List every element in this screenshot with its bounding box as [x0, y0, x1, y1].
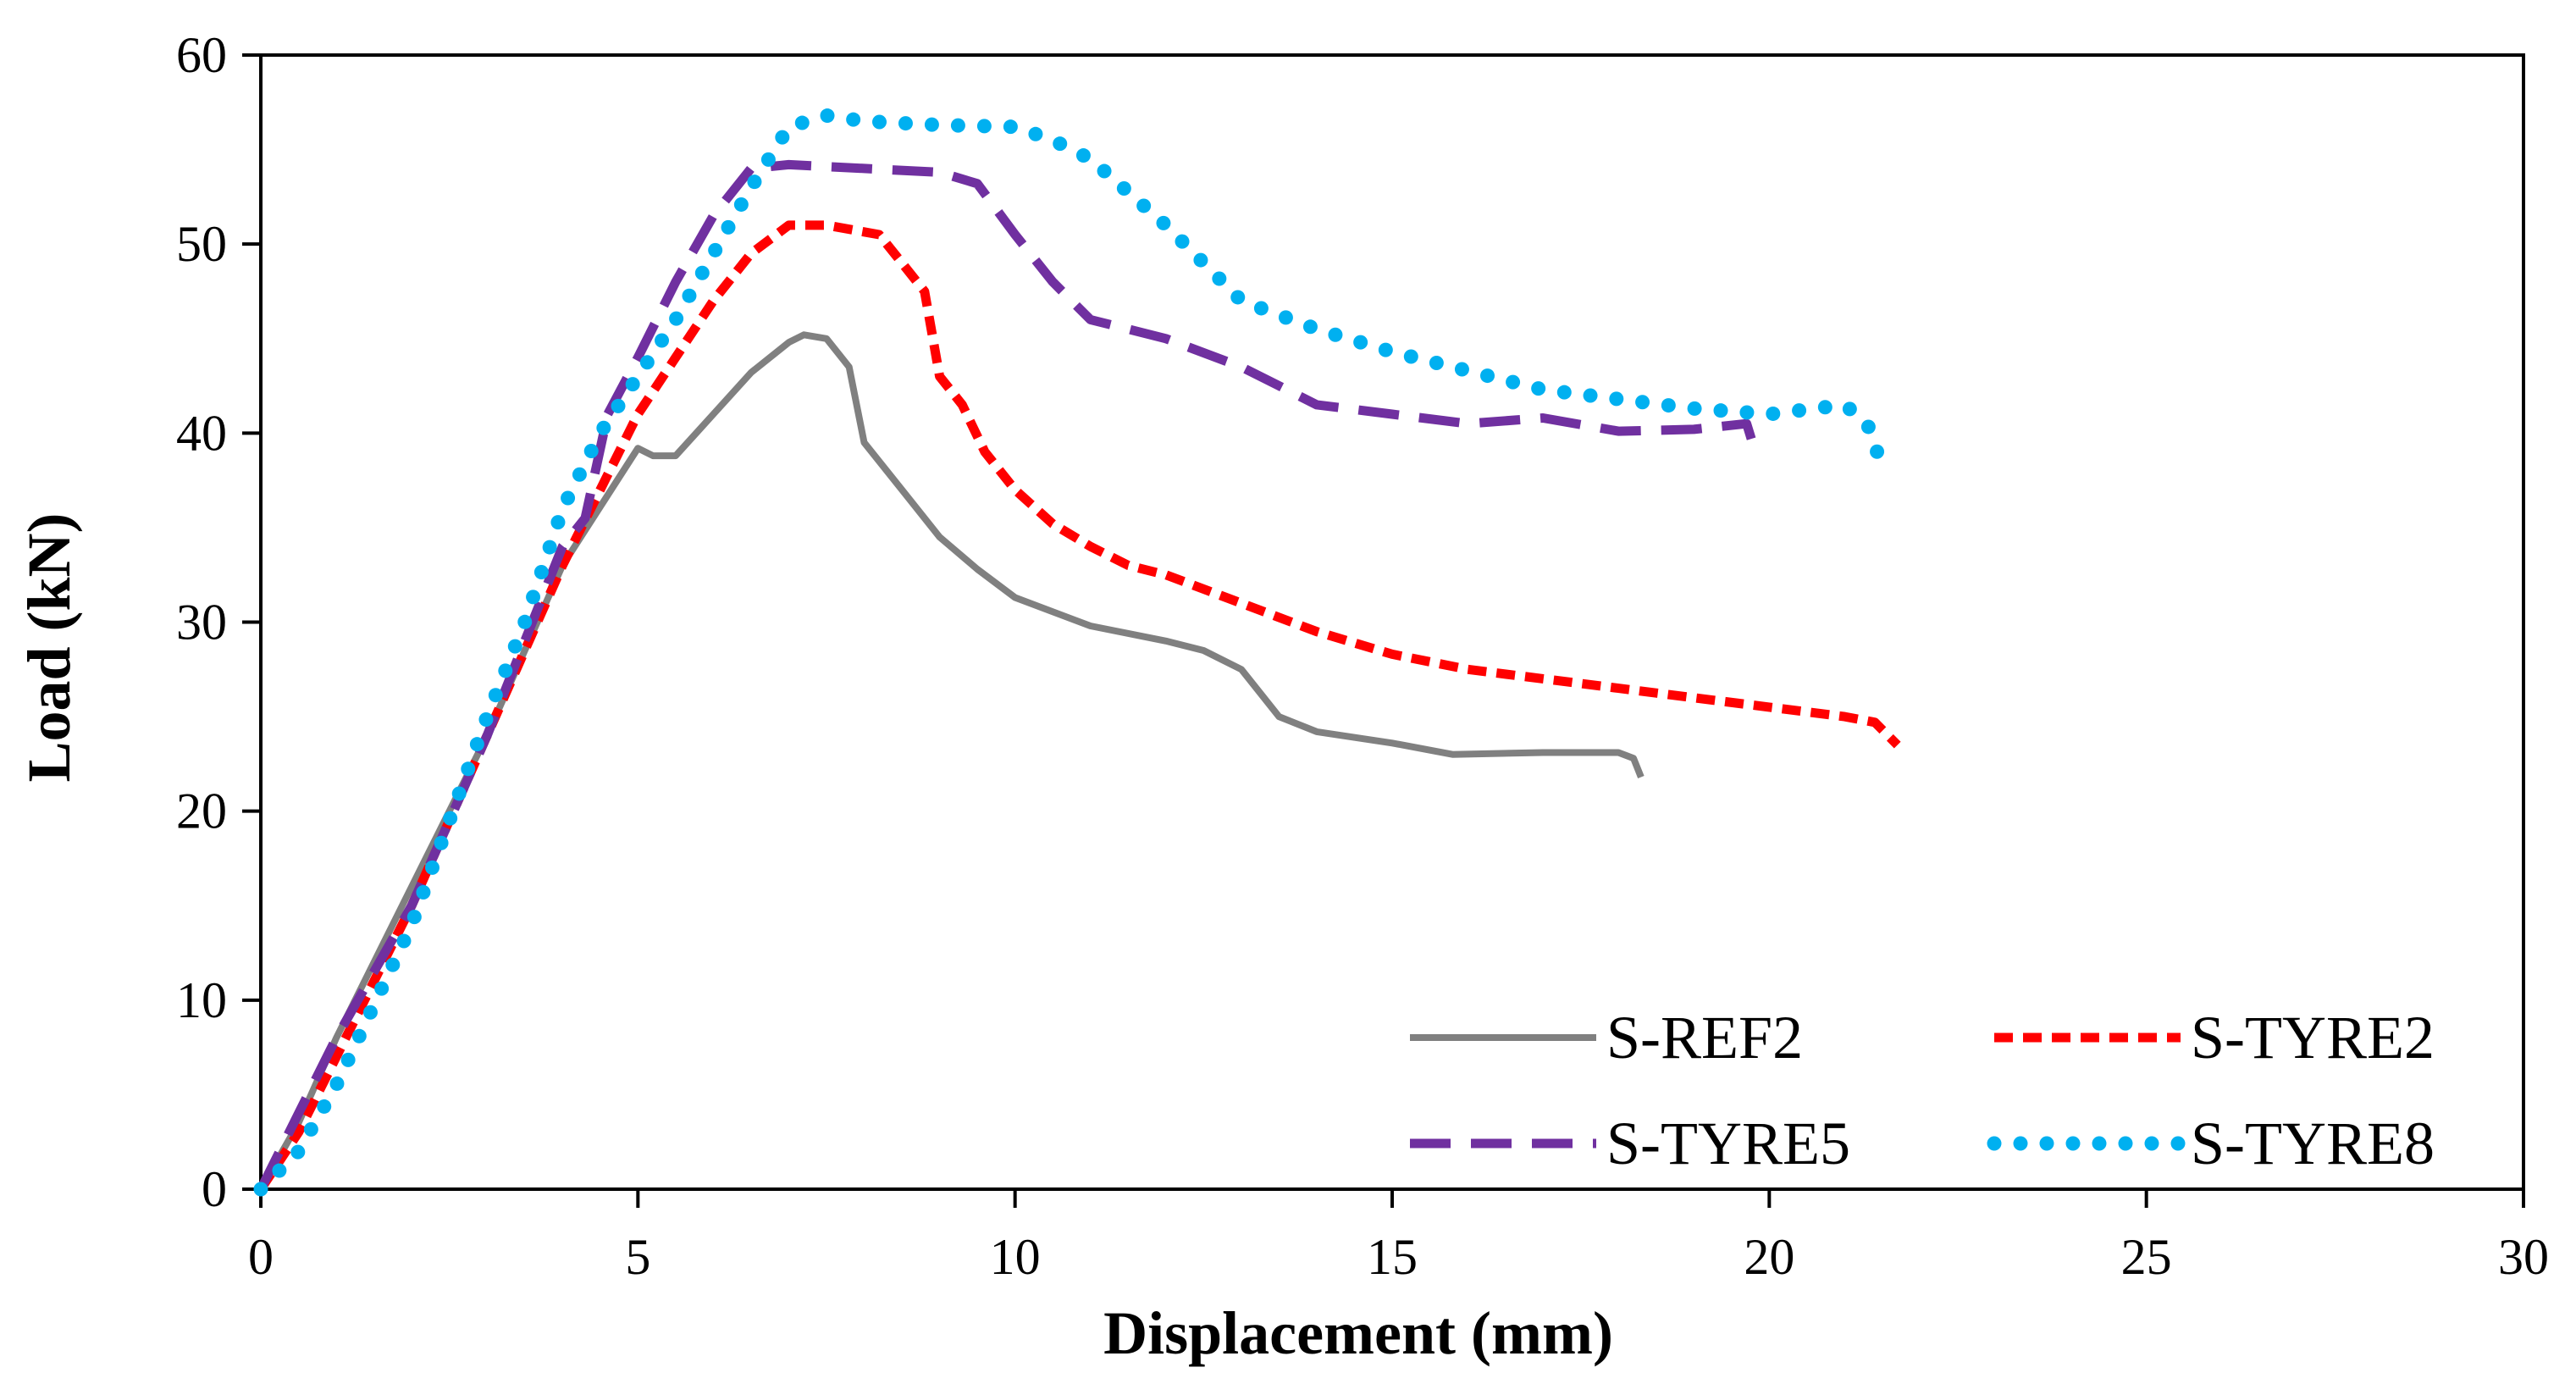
- y-tick-label: 60: [176, 27, 227, 83]
- y-axis-title: Load (kN): [15, 512, 83, 782]
- y-tick-label: 40: [176, 405, 227, 461]
- plot-frame: [259, 53, 2525, 1191]
- legend: S-REF2 S-TYRE2 S-TYRE5 S-TYRE8: [1410, 1004, 2435, 1177]
- y-tick-label: 10: [176, 972, 227, 1028]
- x-tick-label: 30: [2498, 1229, 2549, 1285]
- legend-label-s-tyre5: S-TYRE5: [1606, 1110, 1850, 1177]
- x-tick-label: 15: [1367, 1229, 1418, 1285]
- x-tick-label: 10: [990, 1229, 1041, 1285]
- y-tick-label: 0: [202, 1161, 227, 1217]
- x-tick-label: 20: [1744, 1229, 1794, 1285]
- y-axis: 0 10 20 30 40 50 60: [176, 27, 261, 1217]
- y-tick-label: 50: [176, 216, 227, 272]
- y-tick-label: 20: [176, 783, 227, 839]
- x-tick-label: 0: [248, 1229, 274, 1285]
- legend-label-s-tyre8: S-TYRE8: [2191, 1110, 2435, 1177]
- legend-label-s-tyre2: S-TYRE2: [2191, 1004, 2435, 1071]
- series-layer: [253, 108, 1901, 1197]
- series-line-s-ref2: [257, 331, 1645, 1191]
- series-line-s-tyre5: [257, 159, 1759, 1192]
- x-axis-title: Displacement (mm): [1103, 1299, 1613, 1367]
- plot-area: 0 5 10 15 20 25 30 0 10 20 30 40 50 60: [176, 27, 2549, 1285]
- legend-label-s-ref2: S-REF2: [1606, 1004, 1803, 1071]
- x-tick-label: 5: [625, 1229, 650, 1285]
- x-tick-label: 25: [2121, 1229, 2172, 1285]
- series-line-s-tyre8: [253, 108, 1890, 1197]
- x-axis: 0 5 10 15 20 25 30: [248, 1189, 2549, 1285]
- y-tick-label: 30: [176, 595, 227, 650]
